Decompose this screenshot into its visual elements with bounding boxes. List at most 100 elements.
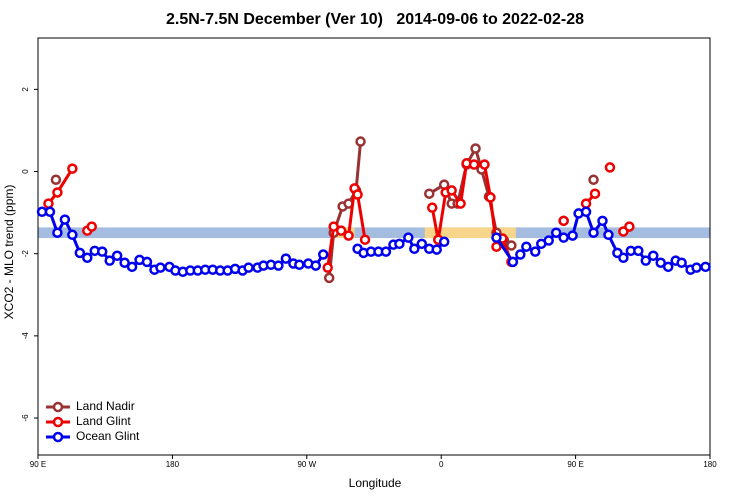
point xyxy=(59,214,71,225)
point xyxy=(479,159,490,170)
point xyxy=(380,246,392,257)
x-tick-label: 90 E xyxy=(567,460,583,469)
point xyxy=(567,230,578,241)
point xyxy=(44,206,56,218)
y-tick-label: 2 xyxy=(21,87,30,92)
point xyxy=(119,257,130,268)
point xyxy=(104,255,115,266)
point xyxy=(322,262,333,273)
point xyxy=(355,136,366,147)
legend-label: Ocean Glint xyxy=(76,429,140,443)
point xyxy=(588,174,599,185)
point xyxy=(588,227,599,238)
point xyxy=(431,244,442,255)
point xyxy=(624,221,635,232)
point xyxy=(507,256,519,268)
point xyxy=(426,202,438,213)
point xyxy=(343,230,354,241)
legend-marker xyxy=(52,401,64,413)
point xyxy=(50,174,62,185)
y-tick-label: -6 xyxy=(21,414,30,422)
point xyxy=(485,192,496,203)
chart-title: 2.5N-7.5N December (Ver 10) 2014-09-06 t… xyxy=(166,11,584,28)
band xyxy=(38,227,710,239)
point xyxy=(491,232,502,243)
point xyxy=(352,189,363,200)
point xyxy=(580,206,592,218)
point xyxy=(141,256,153,268)
point xyxy=(543,235,554,246)
point xyxy=(280,253,292,264)
y-tick-label: 0 xyxy=(21,169,30,174)
point xyxy=(515,249,526,260)
point xyxy=(323,272,335,284)
legend-marker xyxy=(52,416,64,428)
point xyxy=(328,221,339,232)
point xyxy=(43,198,54,209)
x-tick-label: 90 E xyxy=(30,460,46,469)
point xyxy=(67,163,78,174)
point xyxy=(691,262,702,273)
point xyxy=(67,229,78,241)
point xyxy=(243,262,254,273)
legend-label: Land Nadir xyxy=(76,399,135,413)
point xyxy=(403,232,414,243)
point xyxy=(155,262,166,273)
x-axis-label: Longitude xyxy=(349,476,402,490)
point xyxy=(416,238,428,250)
point xyxy=(394,238,405,250)
point xyxy=(317,249,329,260)
point xyxy=(294,259,305,271)
band xyxy=(424,227,516,239)
point xyxy=(468,159,480,170)
x-tick-label: 0 xyxy=(439,460,444,469)
legend-label: Land Glint xyxy=(76,414,131,428)
point xyxy=(310,260,322,271)
point xyxy=(530,246,541,257)
point xyxy=(52,187,63,198)
x-tick-label: 180 xyxy=(703,460,717,469)
point xyxy=(550,227,562,238)
point xyxy=(74,247,86,259)
y-tick-label: -2 xyxy=(21,250,30,258)
point xyxy=(506,240,517,251)
point xyxy=(470,143,481,154)
y-axis-label: XCO2 - MLO trend (ppm) xyxy=(2,185,16,320)
point xyxy=(424,188,435,199)
point xyxy=(273,260,284,271)
point xyxy=(86,221,98,232)
point xyxy=(52,227,63,238)
point xyxy=(96,246,108,257)
point xyxy=(438,236,450,248)
point xyxy=(700,261,711,273)
point xyxy=(446,185,457,196)
point xyxy=(589,188,601,199)
point xyxy=(655,257,666,268)
point xyxy=(603,229,614,241)
plot-frame xyxy=(37,37,711,456)
point xyxy=(359,234,371,245)
point xyxy=(111,250,123,261)
point xyxy=(676,257,687,268)
x-tick-label: 90 W xyxy=(297,460,316,469)
point xyxy=(640,255,652,266)
x-tick-label: 180 xyxy=(166,460,180,469)
point xyxy=(521,241,532,252)
y-tick-label: -4 xyxy=(21,332,30,340)
point xyxy=(618,252,629,264)
point xyxy=(633,245,644,257)
point xyxy=(409,243,420,255)
point xyxy=(580,198,592,209)
series-line xyxy=(329,142,593,278)
point xyxy=(455,198,466,209)
point xyxy=(662,261,674,273)
point xyxy=(648,250,659,261)
point xyxy=(82,252,93,264)
point xyxy=(604,162,616,173)
point xyxy=(126,261,138,273)
legend-marker xyxy=(52,431,64,443)
point xyxy=(597,215,608,227)
point xyxy=(558,215,569,227)
point xyxy=(558,232,569,243)
